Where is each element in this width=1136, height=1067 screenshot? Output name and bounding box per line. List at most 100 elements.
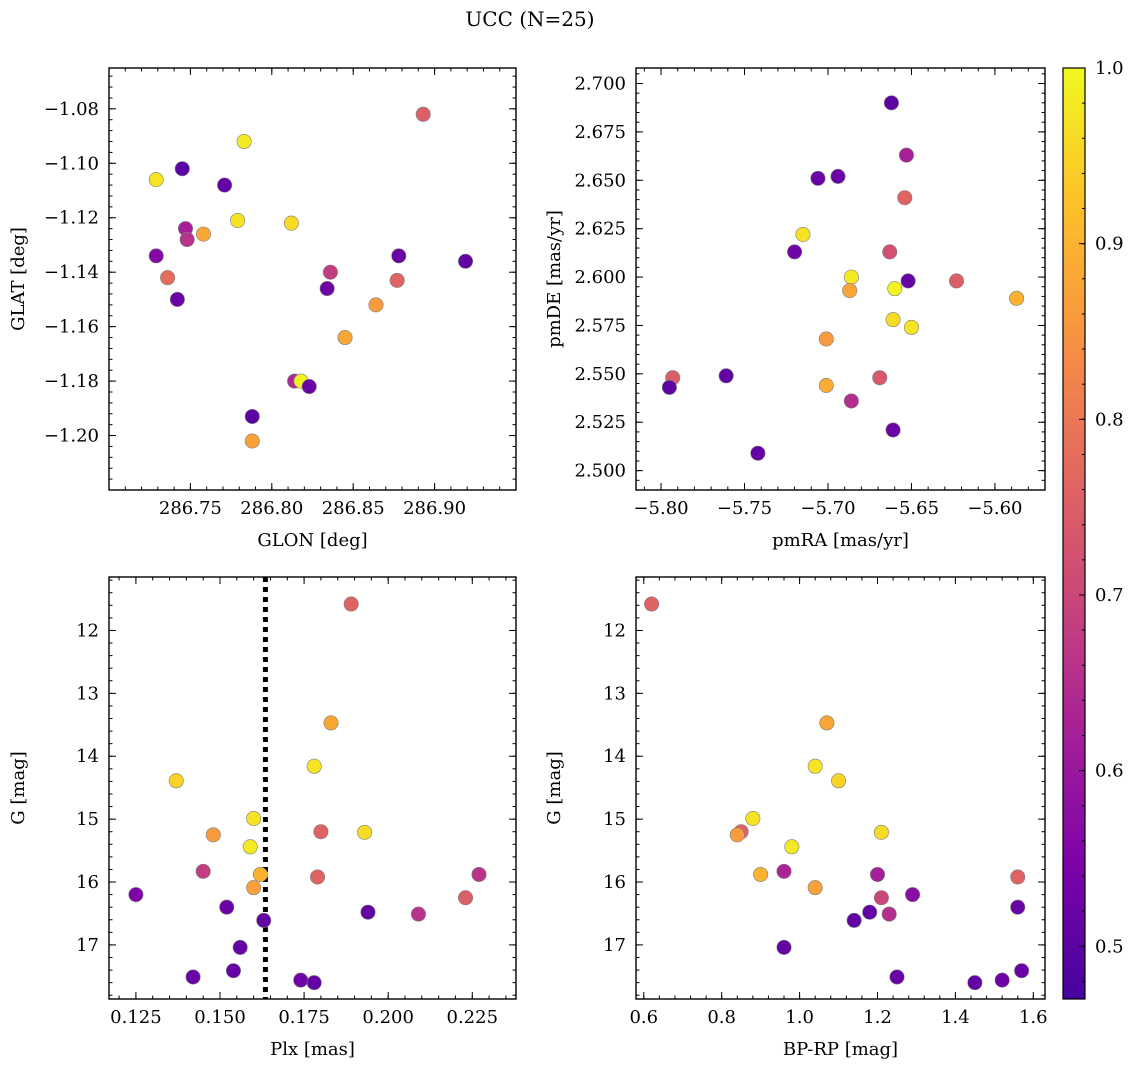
points: [128, 596, 487, 991]
y-tick-label: 2.700: [574, 73, 626, 94]
data-point: [873, 824, 889, 840]
data-point: [718, 368, 734, 384]
y-tick-label: −1.12: [44, 208, 99, 229]
x-axis-label: Plx [mas]: [270, 1039, 355, 1060]
y-tick-label: 2.650: [574, 170, 626, 191]
panels: 286.75 286.80 286.85 286.90 −1.08 −1.10 −1.12 −…: [8, 67, 1048, 1060]
data-point: [887, 281, 903, 297]
colorbar: 0.5 0.6 0.7 0.8 0.9 1.0: [1062, 58, 1124, 1000]
data-point: [471, 866, 487, 882]
y-axis-label: GLAT [deg]: [8, 227, 29, 331]
data-point: [644, 596, 660, 612]
ticks: [109, 577, 516, 999]
data-point: [842, 283, 858, 299]
data-point: [881, 906, 897, 922]
x-tick-label: 0.150: [194, 1007, 246, 1028]
data-point: [195, 226, 211, 242]
data-point: [415, 106, 431, 122]
data-point: [807, 880, 823, 896]
x-tick-label: −5.80: [633, 498, 688, 519]
data-point: [1010, 899, 1026, 915]
y-tick-label: −1.08: [44, 99, 99, 120]
data-point: [994, 972, 1010, 988]
colorbar-tick-label: 0.5: [1095, 936, 1124, 957]
data-point: [242, 839, 258, 855]
data-point: [410, 906, 426, 922]
y-tick-label: 12: [603, 620, 626, 641]
data-point: [458, 253, 474, 269]
data-point: [357, 824, 373, 840]
panel-plx-g: 0.125 0.150 0.175 0.200 0.225 12 13 14 15 16 17 Plx…: [8, 576, 517, 1060]
y-tick-label: 14: [603, 746, 626, 767]
data-point: [1009, 290, 1025, 306]
data-point: [195, 863, 211, 879]
data-point: [337, 330, 353, 346]
axes-frame: [108, 576, 517, 1000]
x-tick-label: 1.6: [1019, 1007, 1048, 1028]
axes-frame: [635, 67, 1046, 491]
data-point: [784, 839, 800, 855]
colorbar-tick-label: 1.0: [1095, 58, 1124, 79]
x-tick-label: 286.85: [322, 498, 385, 519]
data-point: [306, 975, 322, 991]
data-point: [753, 866, 769, 882]
x-axis-label: GLON [deg]: [257, 530, 367, 551]
y-tick-label: 14: [76, 746, 99, 767]
y-tick-label: 2.500: [574, 461, 626, 482]
x-tick-label: 286.75: [159, 498, 222, 519]
y-tick-label: −1.14: [44, 262, 99, 283]
data-point: [905, 887, 921, 903]
data-point: [148, 248, 164, 264]
data-point: [831, 773, 847, 789]
x-tick-label: 1.4: [941, 1007, 970, 1028]
colorbar-tick-label: 0.6: [1095, 761, 1124, 782]
axes-frame: [635, 576, 1046, 1000]
y-tick-label: 13: [76, 683, 99, 704]
data-point: [246, 811, 262, 827]
data-point: [205, 827, 221, 843]
data-point: [293, 972, 309, 988]
data-point: [889, 969, 905, 985]
points: [148, 106, 474, 449]
data-point: [810, 170, 826, 186]
data-point: [885, 422, 901, 438]
y-tick-label: 2.675: [574, 122, 626, 143]
points: [644, 596, 1030, 991]
colorbar-tick-label: 0.8: [1095, 409, 1124, 430]
data-point: [322, 264, 338, 280]
data-point: [898, 147, 914, 163]
x-tick-label: 0.225: [447, 1007, 499, 1028]
y-tick-label: 12: [76, 620, 99, 641]
data-point: [323, 715, 339, 731]
data-point: [873, 890, 889, 906]
y-tick-label: 17: [76, 935, 99, 956]
x-tick-label: 1.0: [785, 1007, 814, 1028]
panel-bprp-g: 0.6 0.8 1.0 1.2 1.4 1.6 12 13 14 15 16 17 BP-RP [mag…: [544, 576, 1048, 1060]
x-tick-label: 0.175: [278, 1007, 330, 1028]
data-point: [368, 297, 384, 313]
x-tick-label: 0.125: [110, 1007, 162, 1028]
data-point: [391, 248, 407, 264]
x-tick-label: 286.90: [403, 498, 466, 519]
x-tick-label: −5.65: [884, 498, 939, 519]
y-tick-label: 2.575: [574, 315, 626, 336]
x-tick-label: 286.80: [240, 498, 303, 519]
data-point: [168, 773, 184, 789]
x-tick-label: −5.60: [967, 498, 1022, 519]
data-point: [1010, 869, 1026, 885]
colorbar-gradient: [1063, 68, 1085, 999]
y-tick-label: 17: [603, 935, 626, 956]
y-tick-label: 2.600: [574, 267, 626, 288]
data-point: [967, 975, 983, 991]
y-tick-label: −1.20: [44, 426, 99, 447]
data-point: [301, 379, 317, 395]
y-tick-label: 2.525: [574, 412, 626, 433]
data-point: [217, 177, 233, 193]
data-point: [830, 168, 846, 184]
figure-title: UCC (N=25): [465, 7, 594, 31]
y-axis-label: pmDE [mas/yr]: [544, 210, 565, 348]
data-point: [343, 596, 359, 612]
data-point: [252, 866, 268, 882]
data-point: [882, 244, 898, 260]
